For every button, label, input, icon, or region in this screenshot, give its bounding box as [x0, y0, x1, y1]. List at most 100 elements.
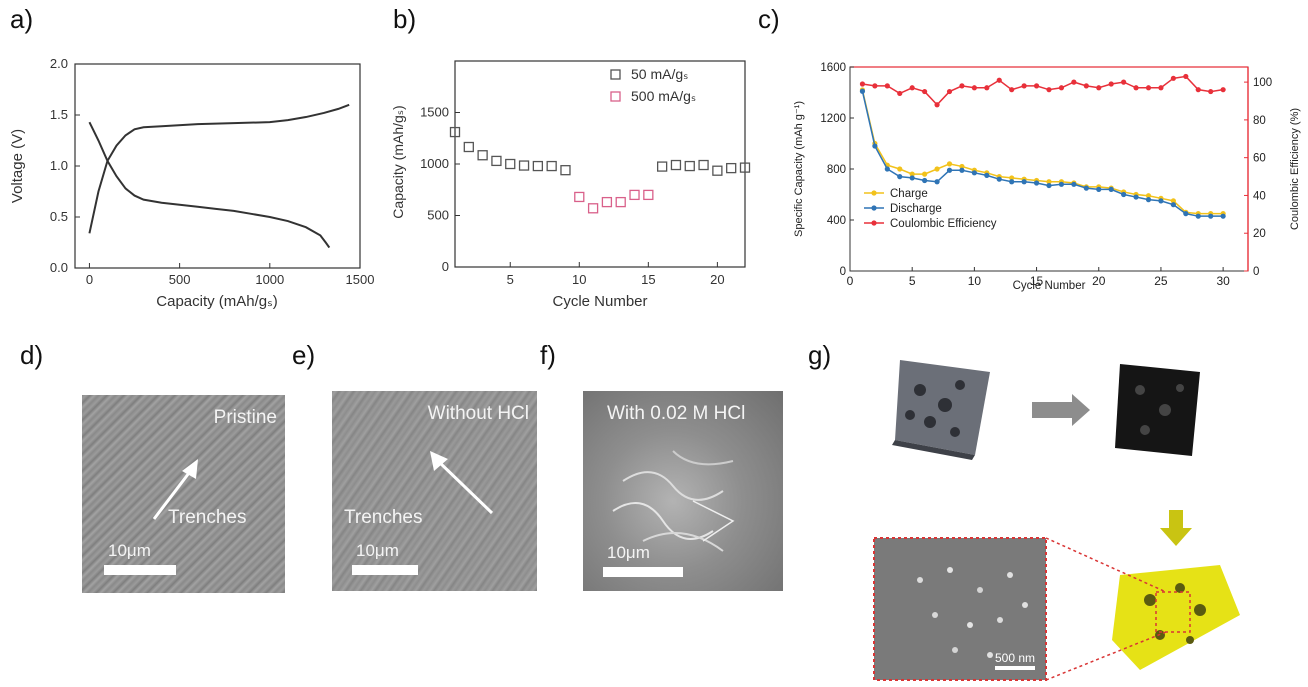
panel-label-f: f) — [540, 340, 556, 370]
chart-c-ytick-right-label: 0 — [1253, 266, 1259, 278]
chart-c-point — [859, 81, 866, 87]
chart-c-point — [897, 166, 903, 172]
chart-c-legend-label: Charge — [890, 188, 928, 200]
chart-c-ytick-label: 1200 — [820, 113, 846, 125]
chart-c-point — [1096, 186, 1102, 192]
chart-c-point — [897, 174, 903, 180]
chart-c-point — [1083, 83, 1089, 89]
chart-b-xtick-label: 5 — [507, 272, 514, 287]
chart-c-point — [1183, 211, 1189, 217]
yellow-foam-block — [1112, 565, 1240, 670]
chart-b-point — [505, 158, 516, 170]
chart-c-point — [1133, 194, 1139, 200]
chart-b-point — [449, 126, 461, 138]
chart-c-point — [996, 176, 1002, 182]
chart-c-legend-marker — [871, 205, 877, 211]
chart-b-point — [739, 162, 751, 173]
chart-c-point — [1133, 85, 1139, 91]
chart-c-cycling: 0 5 10 15 20 25 30 0 400 800 1200 1600 0 20 40 60 80 100 C… — [793, 62, 1301, 292]
chart-b-point — [670, 159, 682, 171]
chart-b-ylabel: Capacity (mAh/gₛ) — [390, 105, 406, 218]
chart-c-point — [884, 83, 890, 89]
chart-c-point — [934, 166, 940, 172]
chart-c-point — [922, 171, 928, 177]
arrow-icon — [152, 459, 198, 520]
foam-schematic: 500 nm — [873, 360, 1240, 681]
chart-b-legend-marker — [610, 91, 621, 102]
chart-c-xtick-label: 0 — [847, 274, 854, 288]
chart-c-ytick-label: 1600 — [820, 62, 846, 74]
chart-c-point — [1009, 179, 1015, 185]
chart-c-ytick-right-label: 60 — [1253, 153, 1266, 165]
chart-c-ytick-label: 800 — [827, 164, 846, 176]
chart-c-legend-marker — [871, 220, 877, 226]
panel-label-b: b) — [393, 4, 417, 34]
chart-c-point — [971, 85, 977, 91]
chart-b-frame — [454, 60, 746, 268]
chart-c-ytick-right-label: 20 — [1253, 228, 1266, 240]
chart-c-point — [1208, 213, 1214, 219]
sem-label-trenches: Trenches — [344, 507, 423, 528]
chart-c-point — [1158, 85, 1164, 91]
scale-bar — [352, 565, 418, 575]
chart-b-point — [643, 189, 654, 201]
chart-b-point — [601, 196, 613, 208]
chart-c-ytick-label: 400 — [827, 215, 846, 227]
chart-c-legend-label: Discharge — [890, 203, 942, 215]
chart-c-point — [971, 170, 977, 176]
sem-label-pristine: Pristine — [213, 407, 277, 428]
chart-c-point — [1058, 85, 1065, 91]
sem-image-pristine: Pristine Trenches 10μm — [82, 395, 285, 593]
chart-c-legend-label: Coulombic Efficiency — [890, 218, 997, 230]
chart-c-point — [1195, 213, 1201, 219]
chart-a-ylabel: Voltage (V) — [9, 129, 26, 203]
chart-c-point — [1009, 175, 1015, 181]
chart-c-point — [909, 171, 915, 177]
chart-c-point — [872, 143, 878, 149]
panel-label-c: c) — [758, 4, 780, 34]
chart-c-point — [859, 88, 866, 94]
black-foam-block — [1115, 364, 1200, 456]
chart-c-point — [946, 167, 953, 173]
chart-c-point — [909, 85, 915, 91]
chart-c-point — [1158, 198, 1164, 204]
chart-c-point — [1145, 197, 1152, 203]
chart-c-xtick-label: 25 — [1154, 274, 1168, 288]
chart-c-xtick-label: 20 — [1092, 274, 1106, 288]
zoom-line-top — [1045, 537, 1167, 593]
chart-c-line-2 — [862, 75, 1224, 106]
sem-image-with-hcl: With 0.02 M HCl 10μm — [583, 391, 783, 591]
chart-c-point — [1021, 83, 1027, 89]
chart-c-point — [1183, 73, 1189, 80]
zoom-box — [1155, 591, 1191, 633]
chart-c-ytick-right-label: 100 — [1253, 77, 1272, 89]
chart-a-frame — [74, 63, 361, 269]
scale-label: 10μm — [607, 543, 650, 562]
chart-c-point — [1009, 87, 1015, 93]
scale-label: 500 nm — [995, 651, 1035, 665]
panel-label-d: d) — [20, 340, 44, 370]
chart-a-ytick-label: 1.0 — [50, 158, 68, 173]
chart-c-point — [1208, 88, 1214, 95]
chart-b-point — [684, 160, 695, 172]
chart-c-xlabel: Cycle Number — [1013, 280, 1086, 292]
chart-b-xtick-label: 15 — [641, 272, 655, 287]
arrow-right-icon — [1032, 394, 1090, 426]
chart-c-point — [1195, 87, 1201, 93]
chart-c-point — [1033, 180, 1040, 186]
chart-a-ytick-label: 0.0 — [50, 260, 68, 275]
chart-b-ytick-label: 1500 — [420, 105, 449, 120]
chart-c-point — [884, 166, 890, 172]
chart-c-point — [1121, 191, 1127, 198]
chart-c-legend-marker — [871, 190, 877, 196]
chart-b-point — [491, 155, 502, 167]
chart-a-xtick-label: 0 — [86, 272, 93, 287]
chart-c-frame — [849, 66, 1249, 272]
chart-b-ytick-label: 1000 — [420, 156, 449, 171]
chart-c-point — [1046, 182, 1052, 189]
chart-a-ytick-label: 2.0 — [50, 56, 68, 71]
chart-b-point — [587, 203, 599, 214]
chart-b-xtick-label: 10 — [572, 272, 586, 287]
flake-texture — [612, 450, 735, 552]
chart-b-point — [656, 161, 668, 172]
